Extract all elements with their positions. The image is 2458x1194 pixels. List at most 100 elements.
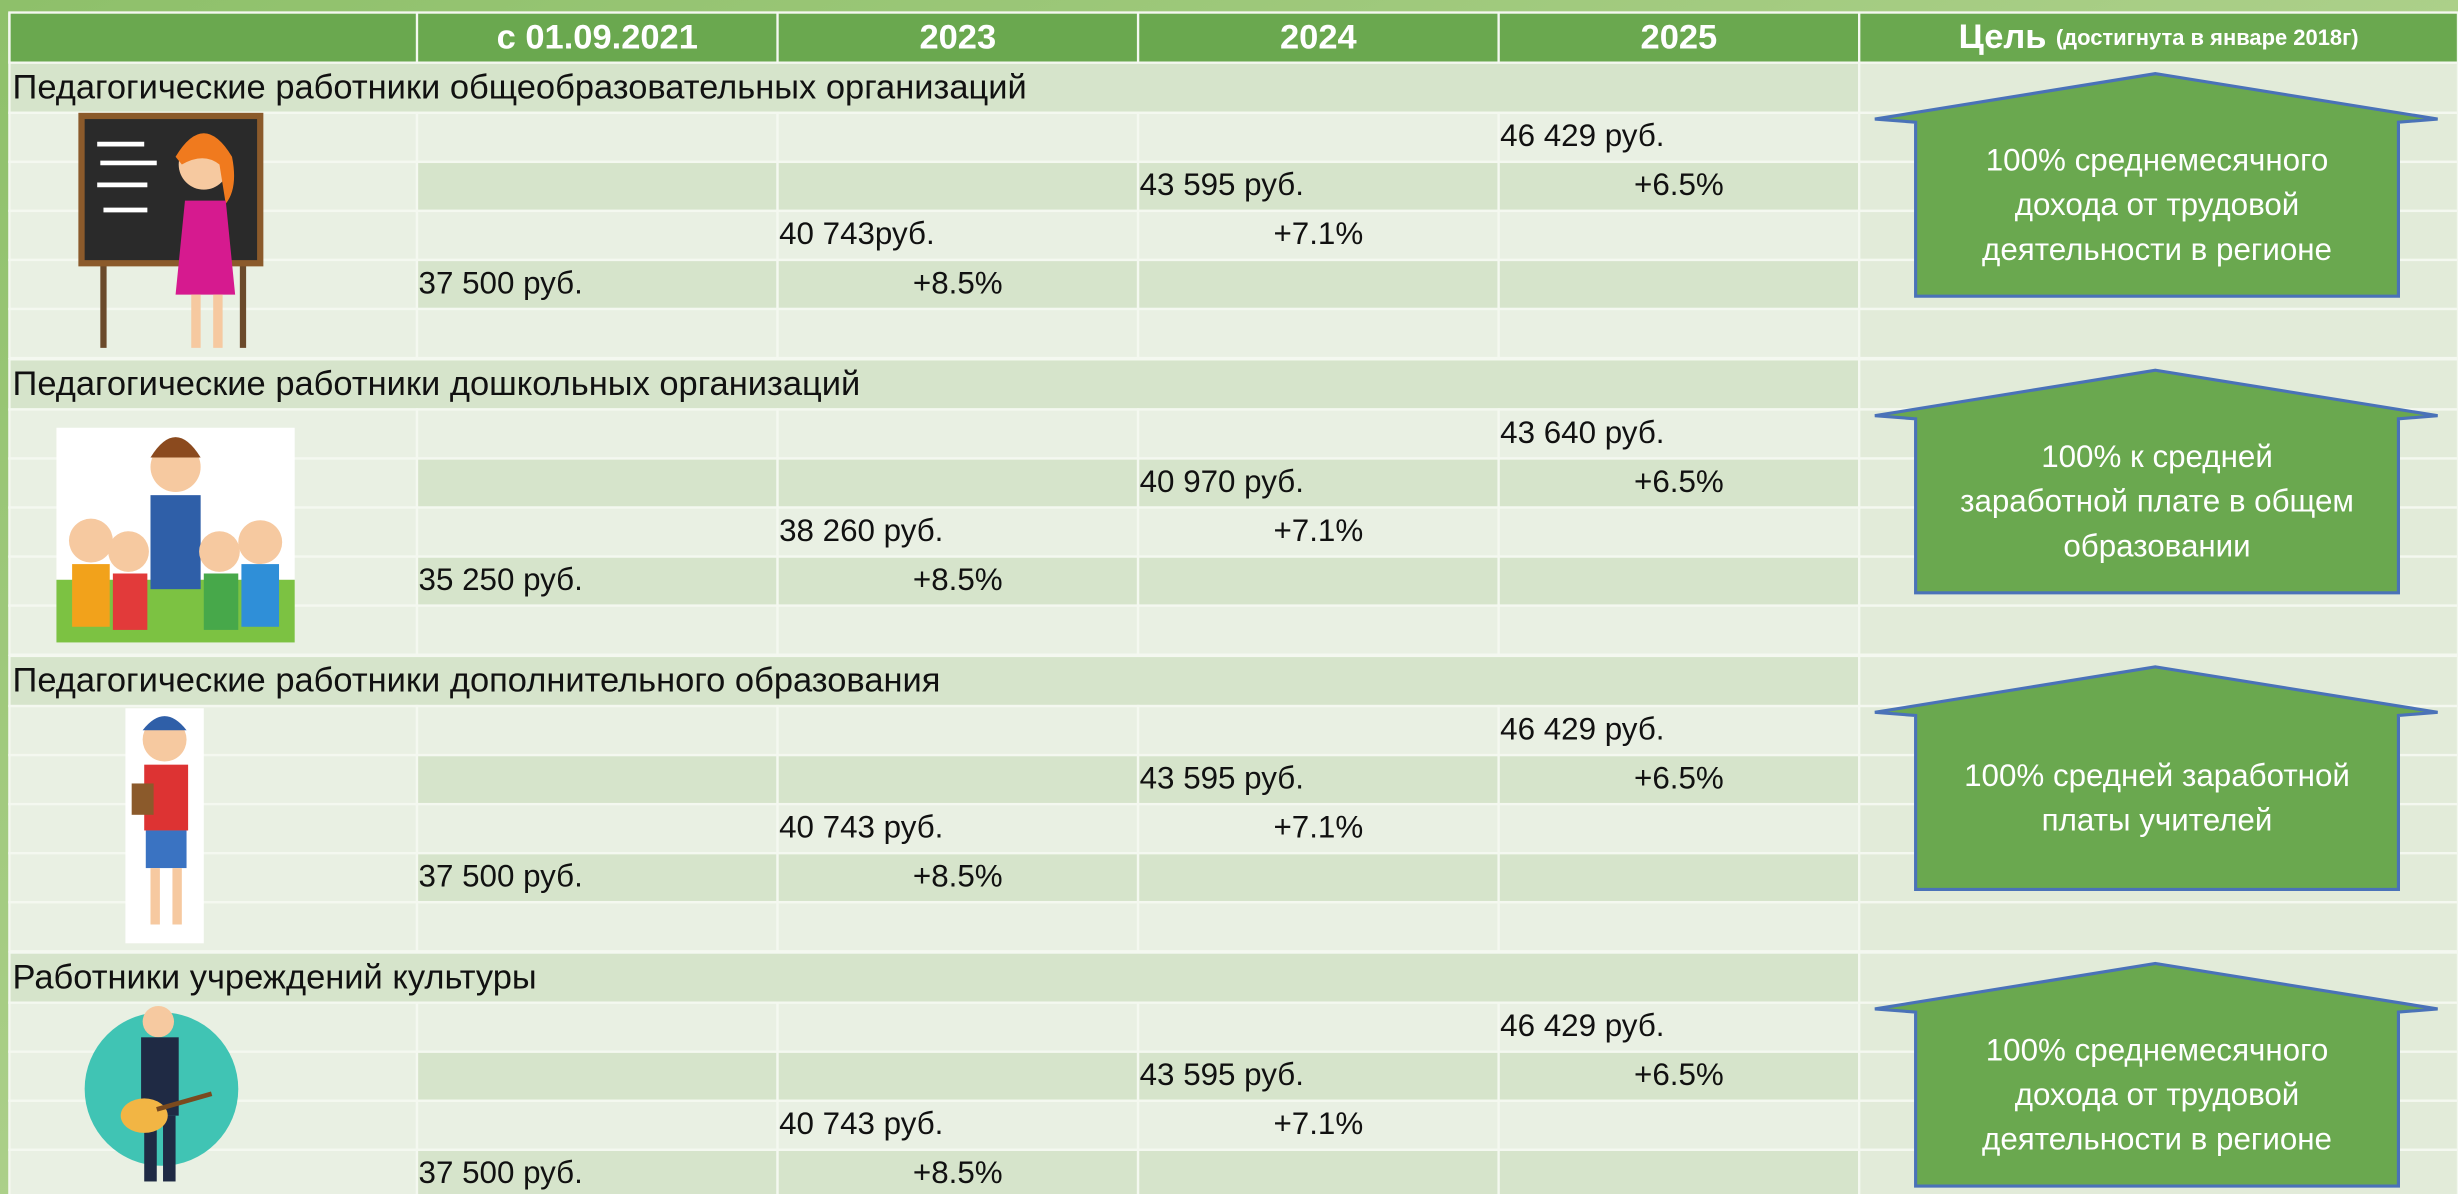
salary-value: 38 260 руб. xyxy=(779,513,943,548)
cell xyxy=(415,604,779,656)
cell xyxy=(415,1050,779,1102)
cell xyxy=(415,1099,779,1151)
goal-text: деятельности в регионе xyxy=(1982,1122,2332,1157)
header-cell: 2025 xyxy=(1641,18,1718,56)
cell xyxy=(1497,307,1861,360)
texts: с 01.09.2021 2023 2024 2025 Цель (достигнута … xyxy=(13,18,2359,1190)
growth-value: +8.5% xyxy=(913,265,1003,300)
salary-value: 43 595 руб. xyxy=(1140,1057,1304,1092)
growth-value: +6.5% xyxy=(1634,167,1724,202)
cell xyxy=(415,555,779,607)
goal-arrow xyxy=(1874,665,2438,891)
cell xyxy=(1136,1148,1500,1194)
cell xyxy=(776,1148,1140,1194)
cell xyxy=(8,852,419,904)
cell xyxy=(776,1099,1140,1151)
goal-header-title: Цель xyxy=(1959,18,2047,56)
goal-text: дохода от трудовой xyxy=(2015,1077,2300,1112)
cell xyxy=(8,901,419,953)
cell xyxy=(1497,852,1861,904)
cell xyxy=(1497,555,1861,607)
goal-text: дохода от трудовой xyxy=(2015,187,2300,222)
cell xyxy=(8,753,419,806)
cell xyxy=(776,209,1140,262)
cell xyxy=(1136,852,1500,904)
salary-value: 43 595 руб. xyxy=(1140,167,1304,202)
musician-illustration xyxy=(84,1005,239,1182)
cell xyxy=(1858,901,2458,953)
cell xyxy=(8,1148,419,1194)
cell xyxy=(1858,604,2458,656)
salary-value: 35 250 руб. xyxy=(419,562,583,597)
growth-value: +7.1% xyxy=(1273,810,1363,845)
header-cell: 2023 xyxy=(919,18,996,56)
growth-value: +7.1% xyxy=(1273,216,1363,251)
cell xyxy=(776,802,1140,855)
goals xyxy=(1874,72,2438,1188)
cell xyxy=(1136,307,1500,360)
growth-value: +7.1% xyxy=(1273,513,1363,548)
salary-value: 46 429 руб. xyxy=(1500,118,1664,153)
cell xyxy=(776,901,1140,953)
cell xyxy=(415,258,779,311)
cell xyxy=(1497,408,1861,460)
cell xyxy=(415,802,779,855)
salary-value: 46 429 руб. xyxy=(1500,1008,1664,1043)
cell xyxy=(776,258,1140,311)
cell xyxy=(415,408,779,460)
goal-arrow xyxy=(1874,72,2438,298)
cell xyxy=(1497,160,1861,213)
goal-text: образовании xyxy=(2063,528,2250,563)
cell xyxy=(415,160,779,213)
salary-value: 37 500 руб. xyxy=(419,265,583,300)
goal-header-note: (достигнута в январе 2018г) xyxy=(2056,25,2359,50)
section-title: Педагогические работники дошкольных орга… xyxy=(13,365,861,403)
cell xyxy=(1136,1001,1500,1053)
goal-header: Цель (достигнута в январе 2018г) xyxy=(1959,18,2359,56)
cell xyxy=(415,753,779,806)
growth-value: +6.5% xyxy=(1634,760,1724,795)
salary-value: 43 595 руб. xyxy=(1140,760,1304,795)
cell xyxy=(1497,506,1861,558)
growth-value: +6.5% xyxy=(1634,1057,1724,1092)
cell xyxy=(415,1148,779,1194)
goal-text: 100% средней заработной xyxy=(1964,758,2350,793)
cell xyxy=(776,604,1140,656)
goal-text: деятельности в регионе xyxy=(1982,232,2332,267)
cell xyxy=(776,160,1140,213)
cell xyxy=(415,704,779,757)
cell xyxy=(1136,802,1500,855)
cell xyxy=(415,457,779,509)
header-cell: 2024 xyxy=(1280,18,1357,56)
growth-value: +8.5% xyxy=(913,1155,1003,1190)
goal-text: заработной плате в общем xyxy=(1960,484,2354,519)
growth-value: +8.5% xyxy=(913,859,1003,894)
cell xyxy=(1497,258,1861,311)
illustrations xyxy=(56,112,295,1182)
cell xyxy=(1136,111,1500,164)
header-cell: с 01.09.2021 xyxy=(497,18,698,56)
section-title: Работники учреждений культуры xyxy=(13,958,537,996)
cell xyxy=(776,408,1140,460)
cell xyxy=(1497,901,1861,953)
salary-value: 46 429 руб. xyxy=(1500,711,1664,746)
boy-illustration xyxy=(125,708,204,944)
cell xyxy=(1497,704,1861,757)
cell xyxy=(1497,802,1861,855)
goal-text: 100% среднемесячного xyxy=(1986,1032,2329,1067)
cell xyxy=(776,1001,1140,1053)
cell xyxy=(776,704,1140,757)
cell xyxy=(776,1050,1140,1102)
cell xyxy=(1136,258,1500,311)
goal-arrow xyxy=(1874,961,2438,1188)
cell xyxy=(1497,209,1861,262)
goal-text: 100% среднемесячного xyxy=(1986,142,2329,177)
cell xyxy=(776,457,1140,509)
cell xyxy=(415,111,779,164)
salary-value: 43 640 руб. xyxy=(1500,415,1664,450)
cell xyxy=(415,506,779,558)
section-title: Педагогические работники дополнительного… xyxy=(13,662,941,700)
cell xyxy=(1497,604,1861,656)
